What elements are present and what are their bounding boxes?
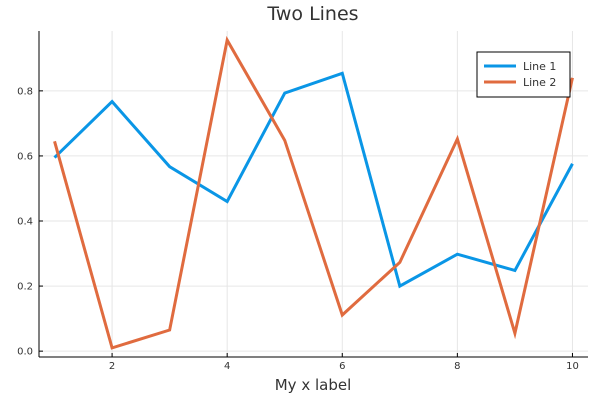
x-tick-label: 2 bbox=[109, 361, 115, 372]
x-tick-label: 6 bbox=[339, 361, 345, 372]
x-axis-label: My x label bbox=[275, 376, 352, 394]
x-tick-label: 8 bbox=[454, 361, 460, 372]
y-tick-label: 0.2 bbox=[17, 282, 33, 293]
y-tick-label: 0.4 bbox=[17, 217, 33, 228]
y-tick-label: 0.8 bbox=[17, 86, 33, 97]
legend-label-line-2: Line 2 bbox=[523, 76, 556, 89]
series-lines bbox=[53, 35, 574, 350]
series-line-1 bbox=[53, 71, 574, 289]
legend-label-line-1: Line 1 bbox=[523, 60, 556, 73]
legend: Line 1 Line 2 bbox=[476, 51, 571, 98]
x-tick-label: 4 bbox=[224, 361, 230, 372]
y-tick-label: 0.0 bbox=[17, 347, 33, 358]
series-line-2 bbox=[53, 35, 574, 350]
chart-title: Two Lines bbox=[266, 3, 358, 25]
axis-ticks: 2 4 6 8 10 0.0 0.2 0.4 0.6 0.8 bbox=[17, 86, 579, 372]
x-tick-label: 10 bbox=[566, 361, 579, 372]
y-tick-label: 0.6 bbox=[17, 151, 33, 162]
legend-box bbox=[476, 51, 571, 98]
